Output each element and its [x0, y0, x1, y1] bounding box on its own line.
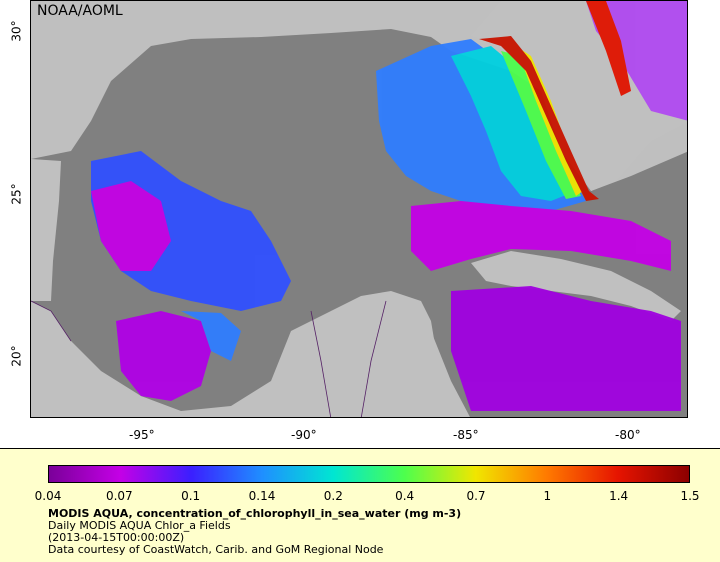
- colorbar-tick-label: 1: [543, 489, 552, 503]
- cuba-land: [471, 251, 681, 321]
- east-gulf-cyan: [451, 46, 576, 201]
- description-line-3: Data courtesy of CoastWatch, Carib. and …: [48, 543, 384, 556]
- caribbean-purple: [451, 286, 681, 411]
- campeche-magenta: [116, 311, 211, 401]
- political-borders: [31, 300, 387, 417]
- lat-label-20: 20°: [9, 345, 24, 367]
- colorbar-tick-label: 0.04: [34, 489, 62, 503]
- colorbar-tick-label: 0.07: [105, 489, 133, 503]
- credit-label: NOAA/AOML: [37, 3, 123, 19]
- chlorophyll-map[interactable]: [31, 1, 688, 418]
- colorbar-tick-label: 1.4: [609, 489, 629, 503]
- atlantic-coast-red: [586, 1, 631, 96]
- lon-label-90: -90°: [291, 428, 317, 442]
- chlorophyll-patches: [91, 1, 687, 411]
- description-line-2: (2013-04-15T00:00:00Z): [48, 531, 185, 544]
- colorbar-tick-label: 0.1: [181, 489, 201, 503]
- description-title: MODIS AQUA, concentration_of_chlorophyll…: [48, 507, 462, 520]
- colorbar-tick-label: 0.2: [323, 489, 343, 503]
- western-coast-land: [31, 159, 61, 301]
- south-gulf-magenta: [411, 201, 671, 271]
- description: MODIS AQUA, concentration_of_chlorophyll…: [48, 508, 461, 556]
- lon-label-80: -80°: [615, 428, 641, 442]
- colorbar: [48, 465, 690, 483]
- yucatan-land: [321, 291, 436, 417]
- colorbar-tick-label: 1.5: [680, 489, 700, 503]
- lon-label-85: -85°: [453, 428, 479, 442]
- lat-label-30: 30°: [9, 20, 24, 42]
- map-frame[interactable]: NOAA/AOML: [30, 0, 688, 418]
- legend-panel: 0.04 0.07 0.1 0.14 0.2 0.4 0.7 1 1.4 1.5 MODIS AQ…: [0, 448, 720, 562]
- campeche-blue: [181, 311, 241, 361]
- lon-label-95: -95°: [129, 428, 155, 442]
- florida-coast-red: [479, 36, 599, 201]
- west-gulf-magenta: [91, 181, 171, 271]
- colorbar-tick-label: 0.14: [248, 489, 276, 503]
- description-line-1: Daily MODIS AQUA Chlor_a Fields: [48, 519, 231, 532]
- colorbar-tick-label: 0.4: [395, 489, 415, 503]
- lat-label-25: 25°: [9, 183, 24, 205]
- colorbar-tick-label: 0.7: [466, 489, 486, 503]
